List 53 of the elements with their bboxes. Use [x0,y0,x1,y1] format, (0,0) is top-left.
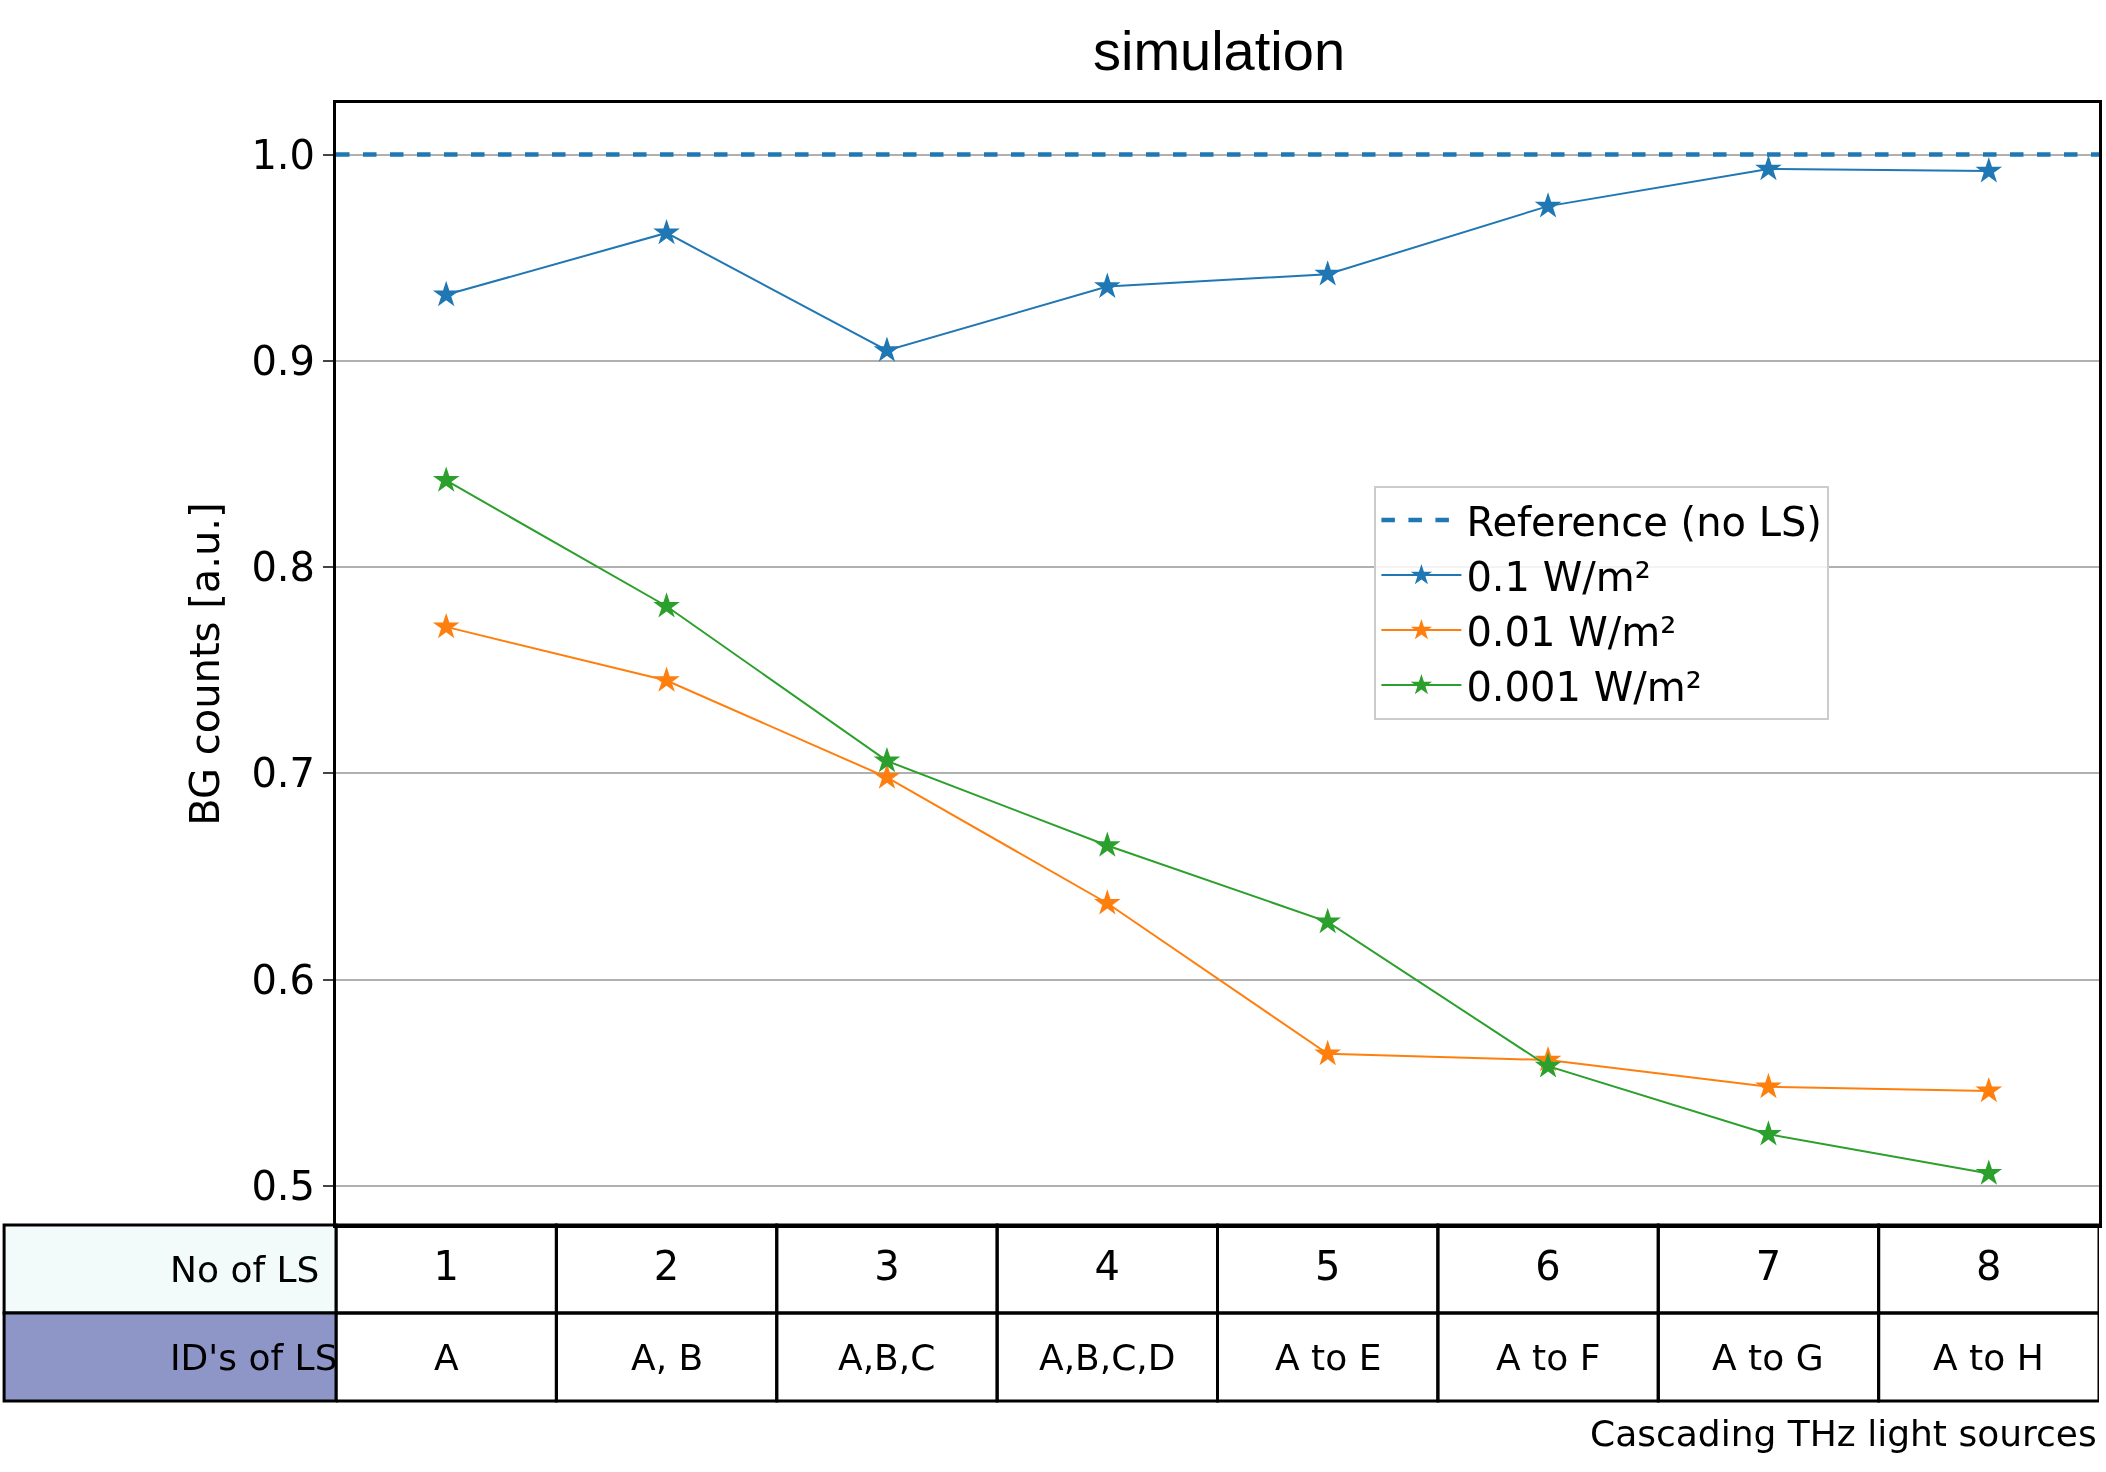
point [432,280,460,307]
point [1314,260,1341,286]
text: A,B,C [838,1337,936,1378]
x-tick-label: 6 [1535,1243,1561,1289]
point [1975,1076,2003,1103]
legend-label: 0.001 W/m² [1466,663,1702,710]
y-tick-label: 0.9 [251,337,315,384]
x-tick-label: 2 [653,1243,680,1289]
point [432,466,460,492]
text: A to F [1496,1337,1601,1378]
x-axis-title: Cascading THz light sources [1590,1413,2097,1454]
text: No of LS [170,1249,320,1290]
point [432,612,460,639]
point [1314,1039,1341,1066]
chart-title: simulation [1092,18,1346,82]
y-tick-label: 0.5 [251,1162,315,1209]
x-tick-label: 1 [433,1243,459,1289]
y-tick-label: 0.8 [251,544,315,591]
point [1755,155,1782,181]
y-tick-label: 0.6 [251,956,315,1003]
legend-label: 0.1 W/m² [1466,553,1651,600]
point [1094,889,1121,915]
text: ID's of LS [170,1337,338,1378]
point [1975,157,2003,183]
x-tick-label: 5 [1314,1243,1341,1289]
y-tick-label: 0.7 [251,750,315,797]
point [1975,1159,2003,1185]
point [653,218,680,245]
x-tick-label: 4 [1094,1243,1121,1289]
text: A to E [1275,1337,1382,1378]
x-tick-label: 7 [1755,1243,1782,1289]
text: A to G [1712,1337,1824,1378]
point [873,336,901,362]
y-tick-label: 1.0 [251,131,315,178]
point [1534,1052,1562,1078]
point [1314,907,1341,934]
text: A [434,1337,459,1378]
text: A, B [631,1337,704,1378]
x-tick-label: 3 [874,1243,900,1289]
y-axis-title: BG counts [a.u.] [181,502,228,826]
legend-label: Reference (no LS) [1466,498,1822,545]
text: A,B,C,D [1039,1337,1176,1378]
point [873,746,901,773]
point [1534,192,1562,218]
point [653,592,680,618]
point [1755,1072,1782,1099]
point [1094,831,1121,857]
text: A to H [1933,1337,2044,1378]
x-tick-label: 8 [1976,1243,2002,1289]
point [1755,1120,1782,1146]
legend-label: 0.01 W/m² [1466,608,1677,655]
point [1094,272,1121,298]
point [653,666,680,692]
